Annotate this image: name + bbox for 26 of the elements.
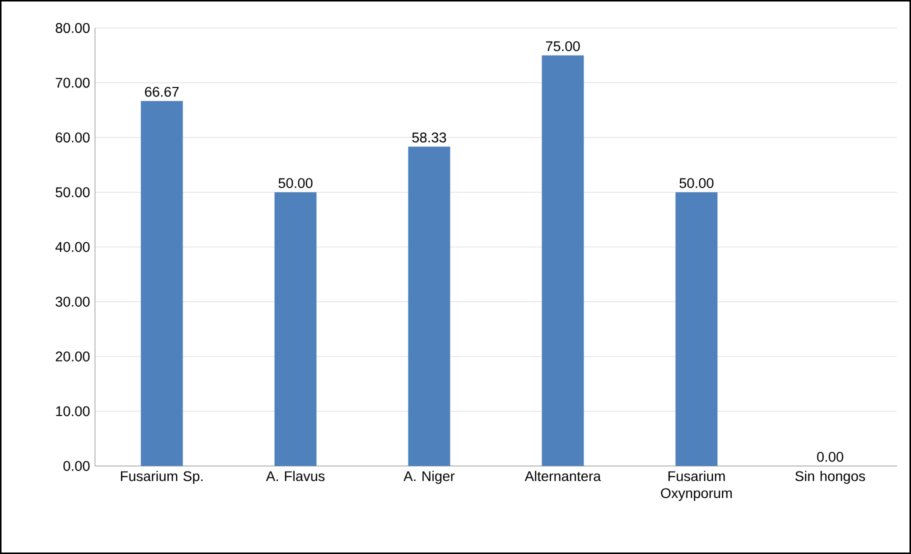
x-tick-label: A. Niger [404,470,455,484]
y-tick-label: 30.00 [56,296,90,307]
x-tick-label: Fusarium Oxynporum [660,470,732,501]
y-tick-label: 0.00 [63,461,90,471]
x-tick-label: Alternantera [524,470,601,482]
bar [675,192,718,466]
y-tick-label: 40.00 [55,242,90,252]
bar [408,146,450,466]
data-label: 50.00 [680,178,714,188]
x-tick-label: Sin hongos [795,470,866,484]
y-tick-label: 60.00 [56,132,90,142]
data-label: 58.33 [412,132,446,142]
y-tick-label: 80.00 [56,23,90,33]
data-label: 66.67 [145,86,179,97]
x-tick-label: Fusarium Sp. [120,470,203,484]
y-tick-label: 10.00 [56,406,90,416]
bar [274,192,317,466]
data-label: 0.00 [817,452,844,462]
data-label: 50.00 [278,178,312,188]
y-tick-label: 70.00 [56,78,90,88]
y-tick-label: 20.00 [56,352,90,362]
bar [542,55,584,466]
bar [140,100,183,466]
x-tick-label: A. Flavus [266,470,325,482]
y-tick-label: 50.00 [56,187,90,198]
data-label: 75.00 [546,41,580,52]
